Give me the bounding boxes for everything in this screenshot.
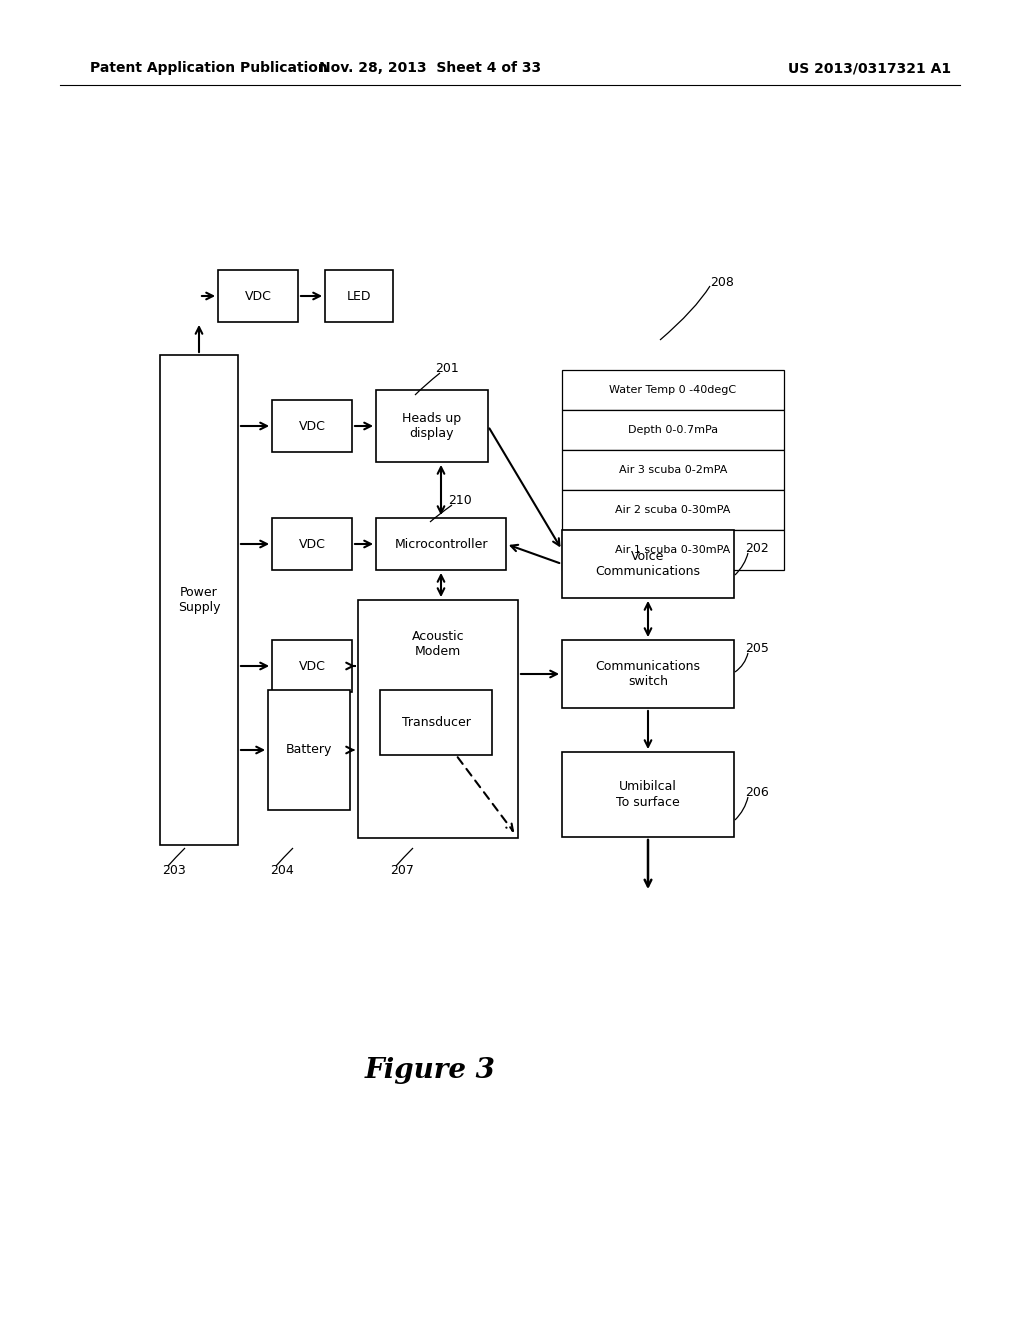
- Text: 202: 202: [745, 541, 769, 554]
- Text: Power
Supply: Power Supply: [178, 586, 220, 614]
- Bar: [562, 531, 734, 598]
- Bar: [358, 601, 518, 838]
- Bar: [562, 531, 784, 570]
- Text: Acoustic
Modem: Acoustic Modem: [412, 630, 464, 657]
- Text: 207: 207: [390, 863, 414, 876]
- Text: Battery: Battery: [286, 743, 332, 756]
- Text: Patent Application Publication: Patent Application Publication: [90, 61, 328, 75]
- Text: Transducer: Transducer: [401, 715, 470, 729]
- Text: Water Temp 0 -40degC: Water Temp 0 -40degC: [609, 385, 736, 395]
- Bar: [218, 271, 298, 322]
- Bar: [376, 389, 488, 462]
- Text: Heads up
display: Heads up display: [402, 412, 462, 440]
- Bar: [325, 271, 393, 322]
- Bar: [562, 640, 734, 708]
- Text: Microcontroller: Microcontroller: [394, 537, 487, 550]
- Text: Figure 3: Figure 3: [365, 1056, 496, 1084]
- Text: Communications
switch: Communications switch: [596, 660, 700, 688]
- Text: Umibilcal
To surface: Umibilcal To surface: [616, 780, 680, 808]
- Text: Depth 0-0.7mPa: Depth 0-0.7mPa: [628, 425, 718, 436]
- Text: VDC: VDC: [245, 289, 271, 302]
- Bar: [272, 640, 352, 692]
- Text: VDC: VDC: [299, 420, 326, 433]
- Text: Voice
Communications: Voice Communications: [596, 550, 700, 578]
- Bar: [562, 752, 734, 837]
- Bar: [380, 690, 492, 755]
- Bar: [272, 517, 352, 570]
- Text: 208: 208: [710, 276, 734, 289]
- Bar: [160, 355, 238, 845]
- Text: US 2013/0317321 A1: US 2013/0317321 A1: [788, 61, 951, 75]
- Bar: [376, 517, 506, 570]
- Text: Air 2 scuba 0-30mPA: Air 2 scuba 0-30mPA: [615, 506, 731, 515]
- Bar: [562, 490, 784, 531]
- Text: 210: 210: [449, 494, 472, 507]
- Text: 205: 205: [745, 642, 769, 655]
- Text: Air 1 scuba 0-30mPA: Air 1 scuba 0-30mPA: [615, 545, 731, 554]
- Bar: [272, 400, 352, 451]
- Text: LED: LED: [347, 289, 372, 302]
- Text: 203: 203: [162, 863, 185, 876]
- Text: VDC: VDC: [299, 660, 326, 672]
- Bar: [562, 450, 784, 490]
- Text: 201: 201: [435, 362, 459, 375]
- Text: Nov. 28, 2013  Sheet 4 of 33: Nov. 28, 2013 Sheet 4 of 33: [318, 61, 541, 75]
- Text: Air 3 scuba 0-2mPA: Air 3 scuba 0-2mPA: [618, 465, 727, 475]
- Text: VDC: VDC: [299, 537, 326, 550]
- Text: 206: 206: [745, 785, 769, 799]
- Bar: [562, 370, 784, 411]
- Text: 204: 204: [270, 863, 294, 876]
- Bar: [562, 411, 784, 450]
- Bar: [268, 690, 350, 810]
